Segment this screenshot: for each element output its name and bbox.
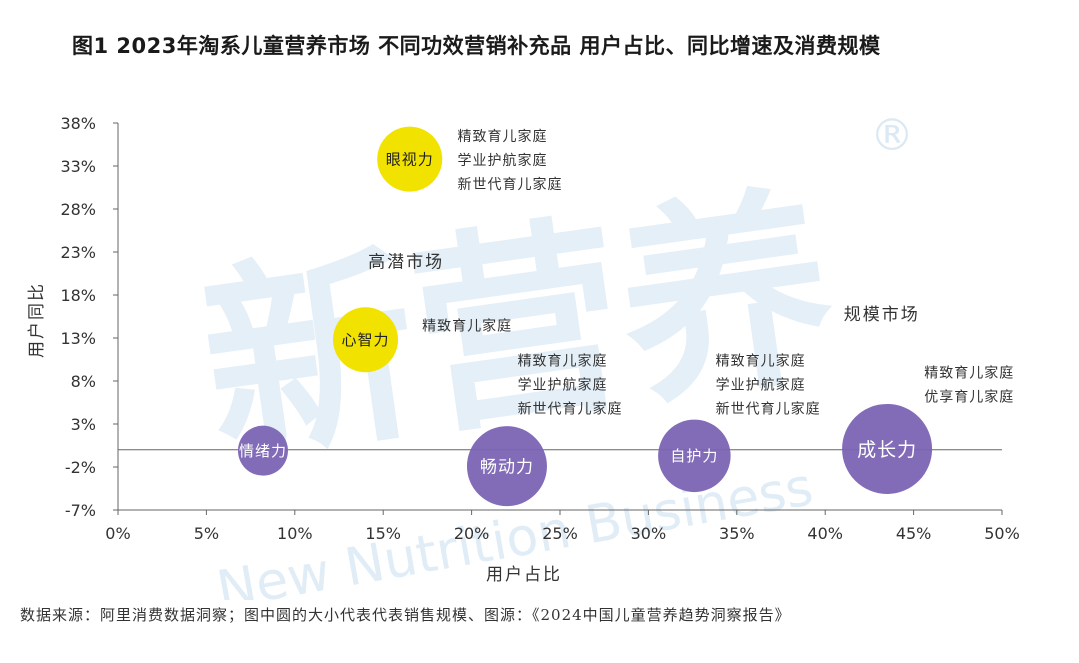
bubble-label: 自护力 [670,447,718,465]
bubble-annotation: 精致育儿家庭 [457,128,547,145]
chart-title: 图1 2023年淘系儿童营养市场 不同功效营销补充品 用户占比、同比增速及消费规… [72,34,881,58]
bubble-畅动力 [466,426,547,507]
bubble-annotation: 精致育儿家庭 [716,353,806,370]
y-tick-label: 23% [60,243,96,262]
bubble-annotation: 新世代育儿家庭 [518,401,623,418]
bubble-annotation: 学业护航家庭 [457,152,547,169]
region-label: 高潜市场 [368,252,444,272]
x-tick-label: 45% [896,524,932,543]
bubble-眼视力 [377,126,443,192]
source-footnote: 数据来源：阿里消费数据洞察；图中圆的大小代表代表销售规模、图源：《2024中国儿… [20,606,791,624]
y-tick-label: -7% [65,501,96,520]
watermark-registered: ® [870,110,914,161]
bubble-annotation: 学业护航家庭 [716,377,806,394]
y-tick-label: 13% [60,329,96,348]
x-tick-label: 30% [631,524,667,543]
x-tick-label: 25% [542,524,578,543]
bubble-chart: 新营养 ® New Nutrition Business 38%33%28%23… [27,110,1020,600]
axes: 38% 33% 28% 23% 18% 13% 8% 3% -2% -7% 0% 5% 10% 15% 20… [60,114,1019,543]
bubble-annotation: 精致育儿家庭 [518,353,608,370]
y-tick-label: 18% [60,286,96,305]
y-tick-label: 3% [71,415,96,434]
y-tick-label: 8% [71,372,96,391]
x-tick-label: 20% [454,524,490,543]
bubble-label: 成长力 [857,439,917,461]
x-tick-label: 40% [807,524,843,543]
region-label: 规模市场 [844,305,920,325]
bubble-label: 情绪力 [239,442,287,460]
bubble-成长力 [842,403,933,494]
x-tick-label: 10% [277,524,313,543]
y-tick-label: 33% [60,157,96,176]
x-tick-label: 5% [194,524,219,543]
bubble-annotation: 学业护航家庭 [518,377,608,394]
y-tick-label: 38% [60,114,96,133]
x-tick-label: 15% [365,524,401,543]
x-axis-label: 用户占比 [486,565,562,585]
y-tick-label: -2% [65,458,96,477]
bubble-annotation: 新世代育儿家庭 [457,176,562,193]
y-tick-label: 28% [60,200,96,219]
bubble-annotation: 新世代育儿家庭 [716,401,821,418]
bubble-label: 眼视力 [386,151,434,169]
x-tick-label: 50% [984,524,1020,543]
x-tick-label: 35% [719,524,755,543]
bubble-annotation: 优享育儿家庭 [924,389,1014,406]
bubble-annotation: 精致育儿家庭 [422,317,512,334]
bubble-annotation: 精致育儿家庭 [924,365,1014,382]
bubble-情绪力 [237,425,288,476]
y-axis-label: 用户同比 [27,282,47,358]
bubble-label: 心智力 [342,331,390,349]
annotations: 精致育儿家庭学业护航家庭新世代育儿家庭精致育儿家庭精致育儿家庭学业护航家庭新世代… [422,128,1014,418]
bubble-心智力 [333,307,399,373]
bubble-label: 畅动力 [480,457,534,477]
bubble-自护力 [658,419,731,493]
x-tick-label: 0% [105,524,130,543]
